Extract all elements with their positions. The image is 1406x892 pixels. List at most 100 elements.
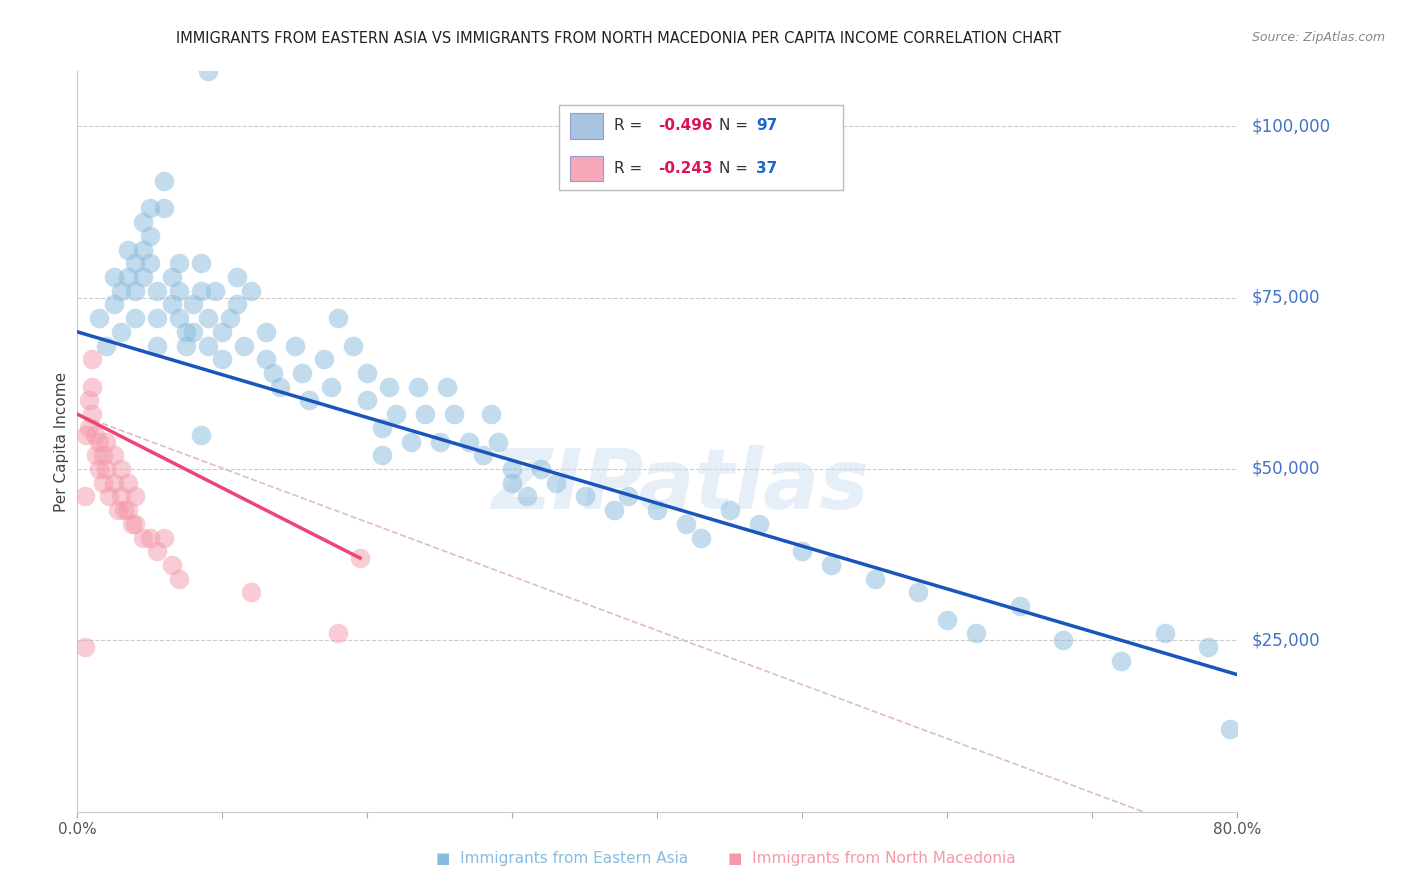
- Point: [748, 516, 770, 531]
- Point: [211, 352, 233, 367]
- Point: [153, 174, 176, 188]
- Point: [103, 270, 125, 285]
- Point: [385, 407, 408, 421]
- Point: [1153, 626, 1175, 640]
- Point: [820, 558, 842, 572]
- Point: [103, 475, 125, 490]
- Point: [131, 243, 153, 257]
- Point: [160, 558, 183, 572]
- Point: [73, 489, 96, 503]
- Point: [544, 475, 567, 490]
- Point: [1008, 599, 1031, 613]
- Point: [80, 352, 103, 367]
- Point: [93, 448, 115, 462]
- Point: [262, 366, 284, 380]
- Point: [254, 325, 277, 339]
- Point: [183, 297, 205, 311]
- Point: [472, 448, 495, 462]
- Point: [124, 311, 146, 326]
- Point: [254, 352, 277, 367]
- Point: [107, 503, 129, 517]
- Point: [190, 427, 212, 442]
- Point: [429, 434, 451, 449]
- Point: [190, 256, 212, 270]
- Point: [486, 434, 509, 449]
- Point: [183, 325, 205, 339]
- Text: R =: R =: [614, 161, 648, 176]
- Point: [96, 462, 118, 476]
- Point: [98, 489, 121, 503]
- Point: [153, 202, 176, 216]
- Point: [204, 284, 226, 298]
- Point: [80, 380, 103, 394]
- Point: [112, 503, 135, 517]
- Point: [131, 215, 153, 229]
- Point: [936, 613, 959, 627]
- Point: [87, 311, 110, 326]
- Point: [436, 380, 458, 394]
- Point: [197, 311, 219, 326]
- Text: $50,000: $50,000: [1251, 460, 1320, 478]
- Point: [312, 352, 335, 367]
- Bar: [571, 113, 603, 139]
- Point: [124, 284, 146, 298]
- Point: [319, 380, 342, 394]
- Point: [77, 421, 100, 435]
- Point: [197, 64, 219, 78]
- Point: [146, 338, 169, 352]
- Text: IMMIGRANTS FROM EASTERN ASIA VS IMMIGRANTS FROM NORTH MACEDONIA PER CAPITA INCOM: IMMIGRANTS FROM EASTERN ASIA VS IMMIGRAN…: [176, 31, 1062, 46]
- Point: [284, 338, 307, 352]
- Point: [96, 434, 118, 449]
- Point: [121, 516, 143, 531]
- Point: [225, 270, 247, 285]
- Point: [240, 585, 263, 599]
- Point: [124, 256, 146, 270]
- Text: 97: 97: [756, 119, 778, 134]
- Point: [139, 228, 162, 243]
- Point: [479, 407, 502, 421]
- Point: [167, 256, 190, 270]
- Point: [328, 311, 350, 326]
- Point: [87, 434, 110, 449]
- Point: [103, 297, 125, 311]
- Point: [124, 489, 146, 503]
- Point: [139, 202, 162, 216]
- Point: [718, 503, 741, 517]
- Point: [124, 516, 146, 531]
- Point: [167, 572, 190, 586]
- Point: [1052, 633, 1074, 648]
- Point: [530, 462, 553, 476]
- Point: [73, 640, 96, 655]
- Point: [1111, 654, 1133, 668]
- Point: [516, 489, 538, 503]
- Point: [675, 516, 697, 531]
- Point: [356, 393, 378, 408]
- Point: [792, 544, 814, 558]
- Point: [371, 448, 394, 462]
- Text: $25,000: $25,000: [1251, 632, 1320, 649]
- Point: [110, 325, 132, 339]
- Point: [457, 434, 479, 449]
- Point: [117, 270, 139, 285]
- Point: [371, 421, 394, 435]
- Point: [1219, 723, 1241, 737]
- Point: [139, 256, 162, 270]
- Point: [356, 366, 378, 380]
- Point: [689, 531, 711, 545]
- Text: R =: R =: [614, 119, 648, 134]
- Point: [269, 380, 291, 394]
- Point: [153, 531, 176, 545]
- Point: [87, 462, 110, 476]
- Point: [574, 489, 596, 503]
- Point: [399, 434, 422, 449]
- Point: [139, 531, 162, 545]
- Point: [378, 380, 401, 394]
- Point: [146, 544, 169, 558]
- Point: [160, 270, 183, 285]
- Point: [443, 407, 465, 421]
- Point: [291, 366, 314, 380]
- Point: [298, 393, 321, 408]
- Point: [328, 626, 350, 640]
- FancyBboxPatch shape: [558, 104, 844, 190]
- Point: [617, 489, 640, 503]
